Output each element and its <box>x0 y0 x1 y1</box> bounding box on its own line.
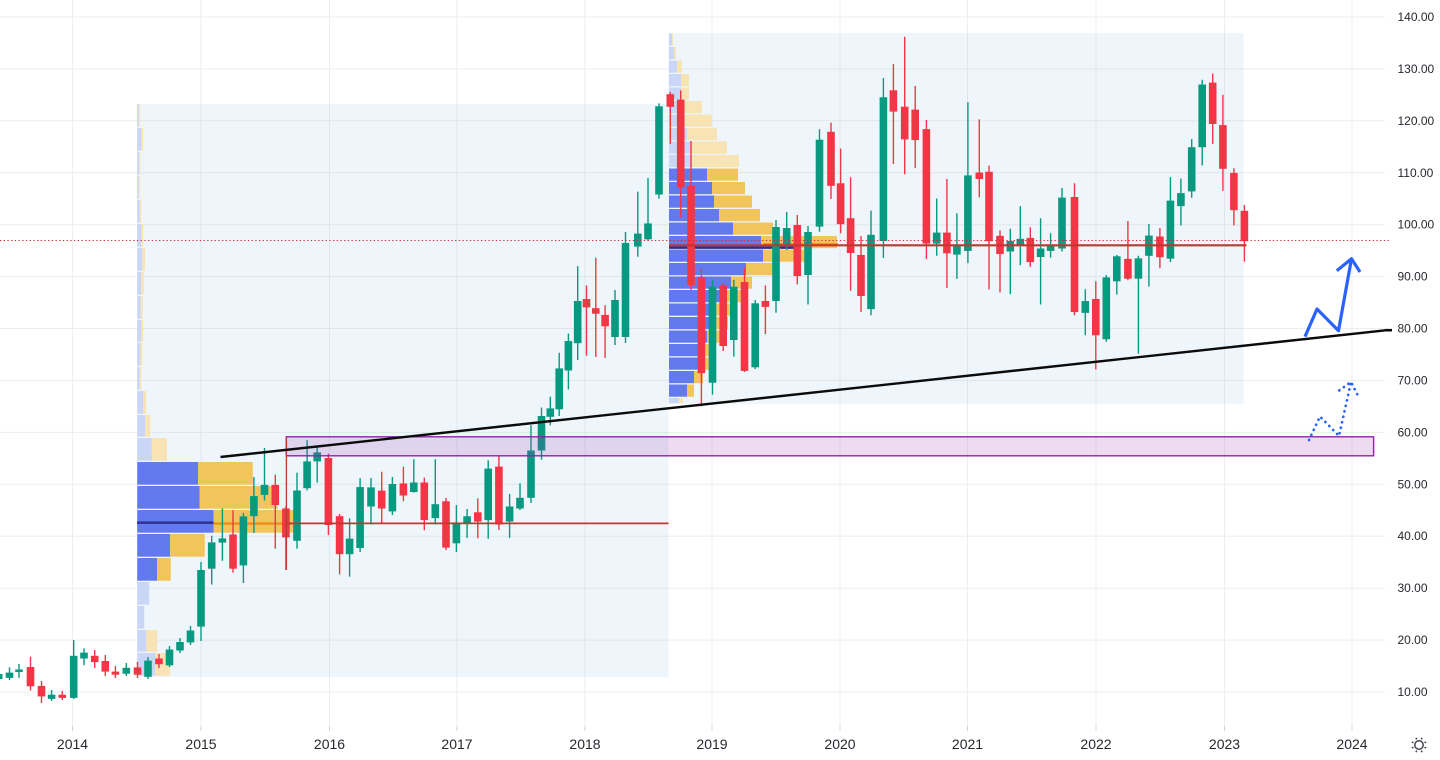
svg-text:80.00: 80.00 <box>1398 322 1428 336</box>
svg-text:2021: 2021 <box>952 736 983 752</box>
svg-text:120.00: 120.00 <box>1398 114 1435 128</box>
svg-text:90.00: 90.00 <box>1398 270 1428 284</box>
svg-text:2020: 2020 <box>824 736 855 752</box>
svg-text:110.00: 110.00 <box>1398 166 1434 180</box>
svg-text:2014: 2014 <box>57 736 88 752</box>
svg-text:2024: 2024 <box>1336 736 1367 752</box>
svg-text:2022: 2022 <box>1080 736 1111 752</box>
svg-text:130.00: 130.00 <box>1398 62 1435 76</box>
svg-text:30.00: 30.00 <box>1398 581 1428 595</box>
svg-text:140.00: 140.00 <box>1398 10 1435 24</box>
svg-text:2018: 2018 <box>569 736 600 752</box>
svg-text:20.00: 20.00 <box>1398 633 1428 647</box>
svg-text:100.00: 100.00 <box>1398 218 1435 232</box>
svg-text:40.00: 40.00 <box>1398 529 1428 543</box>
svg-text:10.00: 10.00 <box>1398 685 1428 699</box>
svg-text:2019: 2019 <box>696 736 727 752</box>
svg-text:60.00: 60.00 <box>1398 425 1428 439</box>
svg-text:2017: 2017 <box>441 736 472 752</box>
svg-text:70.00: 70.00 <box>1398 374 1428 388</box>
svg-text:2016: 2016 <box>314 736 345 752</box>
svg-text:2023: 2023 <box>1209 736 1240 752</box>
svg-text:2015: 2015 <box>185 736 216 752</box>
svg-text:50.00: 50.00 <box>1398 477 1428 491</box>
